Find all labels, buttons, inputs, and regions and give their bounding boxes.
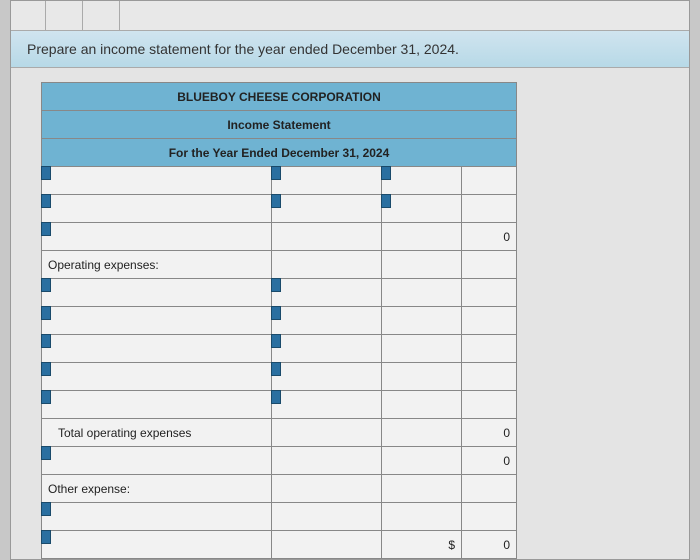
amount-cell[interactable] xyxy=(382,419,462,447)
statement-title: Income Statement xyxy=(42,111,517,139)
amount-cell[interactable] xyxy=(272,251,382,279)
header-row-title: Income Statement xyxy=(42,111,517,139)
amount-cell[interactable] xyxy=(462,503,517,531)
line-item-cell[interactable] xyxy=(42,447,272,475)
amount-cell[interactable] xyxy=(382,195,462,223)
tab-1[interactable] xyxy=(45,1,83,30)
amount-cell[interactable] xyxy=(382,335,462,363)
amount-cell[interactable] xyxy=(382,251,462,279)
amount-cell[interactable] xyxy=(382,279,462,307)
line-item-cell[interactable] xyxy=(42,335,272,363)
table-row xyxy=(42,335,517,363)
amount-cell[interactable] xyxy=(272,223,382,251)
amount-cell[interactable] xyxy=(382,307,462,335)
sheet-container: BLUEBOY CHEESE CORPORATION Income Statem… xyxy=(11,68,689,559)
amount-cell[interactable] xyxy=(272,167,382,195)
amount-cell[interactable] xyxy=(462,307,517,335)
amount-cell[interactable] xyxy=(272,419,382,447)
table-row xyxy=(42,307,517,335)
amount-cell[interactable] xyxy=(382,475,462,503)
operating-expenses-label: Operating expenses: xyxy=(42,251,272,279)
line-item-cell[interactable] xyxy=(42,363,272,391)
amount-cell[interactable] xyxy=(272,363,382,391)
amount-cell[interactable] xyxy=(382,447,462,475)
table-row: 0 xyxy=(42,223,517,251)
line-item-cell[interactable] xyxy=(42,167,272,195)
table-row xyxy=(42,167,517,195)
tab-2[interactable] xyxy=(83,1,120,30)
table-row: $ 0 xyxy=(42,531,517,559)
amount-cell[interactable] xyxy=(462,363,517,391)
table-row xyxy=(42,195,517,223)
tab-bar xyxy=(11,1,689,31)
table-row xyxy=(42,391,517,419)
amount-cell[interactable] xyxy=(462,167,517,195)
total-cell: 0 xyxy=(462,419,517,447)
total-cell: 0 xyxy=(462,531,517,559)
statement-period: For the Year Ended December 31, 2024 xyxy=(42,139,517,167)
header-row-company: BLUEBOY CHEESE CORPORATION xyxy=(42,83,517,111)
line-item-cell[interactable] xyxy=(42,503,272,531)
amount-cell[interactable] xyxy=(382,223,462,251)
total-operating-expenses-row: Total operating expenses 0 xyxy=(42,419,517,447)
total-operating-expenses-label: Total operating expenses xyxy=(42,419,272,447)
amount-cell[interactable] xyxy=(382,363,462,391)
table-row xyxy=(42,503,517,531)
amount-cell[interactable] xyxy=(462,335,517,363)
amount-cell[interactable] xyxy=(382,503,462,531)
other-expense-row: Other expense: xyxy=(42,475,517,503)
line-item-cell[interactable] xyxy=(42,391,272,419)
instruction-bar: Prepare an income statement for the year… xyxy=(11,31,689,68)
line-item-cell[interactable] xyxy=(42,195,272,223)
amount-cell[interactable] xyxy=(382,167,462,195)
header-row-period: For the Year Ended December 31, 2024 xyxy=(42,139,517,167)
currency-symbol: $ xyxy=(382,531,462,559)
amount-cell[interactable] xyxy=(272,195,382,223)
amount-cell[interactable] xyxy=(272,307,382,335)
table-row xyxy=(42,363,517,391)
company-name: BLUEBOY CHEESE CORPORATION xyxy=(42,83,517,111)
line-item-cell[interactable] xyxy=(42,307,272,335)
amount-cell[interactable] xyxy=(272,447,382,475)
amount-cell[interactable] xyxy=(272,531,382,559)
amount-cell[interactable] xyxy=(272,503,382,531)
amount-cell[interactable] xyxy=(272,475,382,503)
amount-cell[interactable] xyxy=(272,335,382,363)
line-item-cell[interactable] xyxy=(42,531,272,559)
amount-cell[interactable] xyxy=(272,279,382,307)
amount-cell[interactable] xyxy=(462,279,517,307)
amount-cell[interactable] xyxy=(462,195,517,223)
amount-cell[interactable] xyxy=(462,475,517,503)
table-row xyxy=(42,279,517,307)
total-cell: 0 xyxy=(462,447,517,475)
worksheet-page: Prepare an income statement for the year… xyxy=(10,0,690,560)
income-statement-table: BLUEBOY CHEESE CORPORATION Income Statem… xyxy=(41,82,517,559)
other-expense-label: Other expense: xyxy=(42,475,272,503)
operating-expenses-row: Operating expenses: xyxy=(42,251,517,279)
amount-cell[interactable] xyxy=(272,391,382,419)
amount-cell[interactable] xyxy=(462,251,517,279)
line-item-cell[interactable] xyxy=(42,223,272,251)
line-item-cell[interactable] xyxy=(42,279,272,307)
amount-cell[interactable] xyxy=(382,391,462,419)
total-cell: 0 xyxy=(462,223,517,251)
amount-cell[interactable] xyxy=(462,391,517,419)
table-row: 0 xyxy=(42,447,517,475)
